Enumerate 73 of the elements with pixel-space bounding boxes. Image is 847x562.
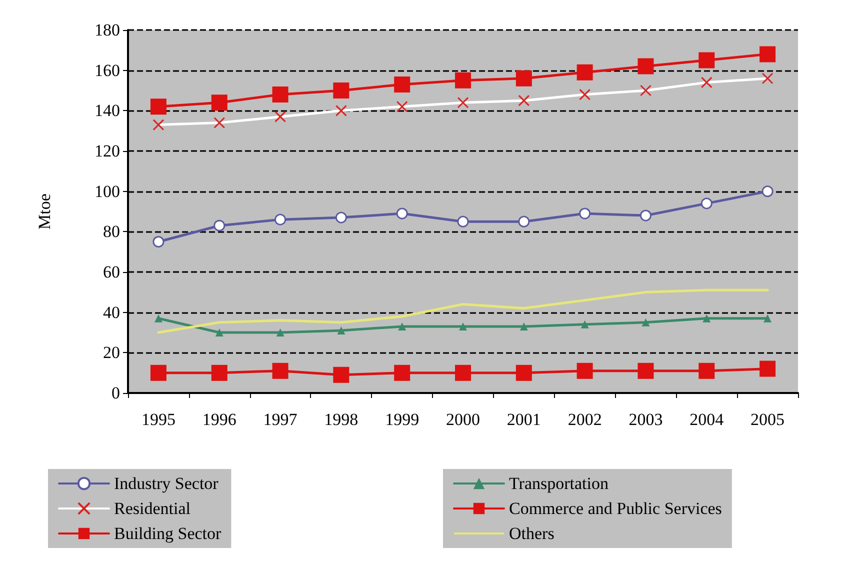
point	[214, 220, 226, 232]
line-series	[157, 288, 769, 334]
point	[398, 322, 406, 330]
point	[150, 364, 166, 381]
point	[698, 52, 715, 68]
x-tick-label: 2005	[750, 410, 785, 429]
y-tick-label: 40	[103, 302, 120, 322]
legend-label: Transportation	[509, 474, 609, 493]
x-tick-label: 1995	[141, 410, 176, 429]
legend-label: Industry Sector	[114, 474, 219, 493]
point	[272, 86, 288, 103]
point	[700, 198, 712, 210]
legend-label: Building Sector	[114, 524, 222, 543]
point	[638, 58, 654, 74]
point	[518, 216, 530, 228]
y-tick-label: 180	[94, 20, 120, 40]
x-tick-label: 2001	[506, 410, 541, 429]
x-tick-label: 2003	[628, 410, 663, 429]
x-tick-label: 1997	[263, 410, 298, 429]
point	[760, 46, 776, 62]
point	[276, 328, 284, 336]
point	[760, 360, 776, 377]
point	[337, 326, 346, 334]
y-tick-label: 140	[94, 101, 120, 120]
point	[698, 362, 715, 379]
point	[457, 216, 469, 228]
point	[580, 320, 589, 328]
point	[335, 212, 347, 224]
point	[762, 186, 774, 198]
point	[396, 208, 408, 220]
y-tick-label: 120	[94, 142, 120, 160]
point	[152, 236, 164, 248]
y-tick-label: 60	[103, 262, 120, 282]
point	[394, 76, 410, 92]
point	[211, 364, 228, 381]
point	[516, 364, 532, 381]
y-tick-label: 0	[112, 384, 120, 402]
x-tick-label: 2002	[568, 410, 602, 429]
legend-label: Residential	[114, 499, 191, 518]
x-tick-label: 2000	[446, 410, 480, 429]
x-tick-label: 1996	[202, 410, 236, 429]
point	[576, 64, 593, 80]
y-axis-title: Mtoe	[35, 194, 54, 230]
y-tick-label: 80	[103, 222, 120, 242]
point	[579, 208, 591, 220]
y-tick-label: 20	[103, 343, 120, 362]
x-tick-label: 2004	[690, 410, 724, 429]
point	[274, 214, 286, 226]
x-tick-label: 1999	[385, 410, 420, 429]
y-tick-label: 160	[94, 60, 120, 80]
point	[154, 314, 162, 322]
point	[520, 322, 528, 330]
point	[640, 210, 652, 222]
point	[516, 70, 532, 86]
point	[455, 72, 471, 88]
point	[702, 314, 711, 322]
point	[459, 322, 467, 330]
point	[642, 318, 650, 326]
point	[333, 82, 350, 98]
legend-label: Commerce and Public Services	[509, 499, 722, 518]
y-tick-label: 100	[94, 182, 120, 201]
point	[150, 98, 166, 115]
point	[215, 328, 224, 336]
point	[576, 362, 593, 379]
point	[455, 364, 471, 381]
point	[394, 364, 410, 381]
point	[333, 366, 350, 383]
point	[638, 362, 654, 379]
point	[272, 362, 288, 379]
x-tick-label: 1998	[324, 410, 358, 429]
point	[211, 94, 228, 111]
point	[764, 314, 772, 322]
legend-label: Others	[509, 524, 554, 543]
